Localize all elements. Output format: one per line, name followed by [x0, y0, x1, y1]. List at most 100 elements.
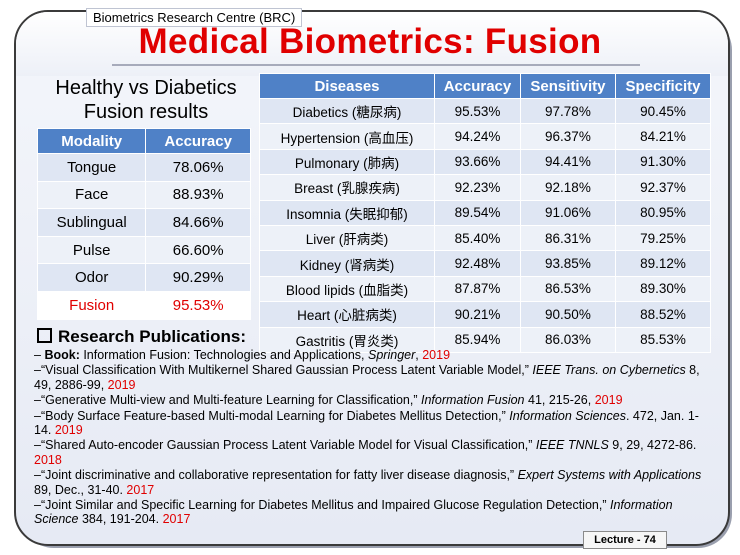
- pub-year: 2017: [162, 512, 191, 527]
- specificity-cell: 89.12%: [614, 250, 712, 277]
- subtitle: Healthy vs Diabetics Fusion results: [55, 77, 237, 123]
- disease-cell: Diabetics (糖尿病): [259, 97, 435, 125]
- table-row: Diabetics (糖尿病) 95.53% 97.78% 90.45%: [259, 97, 712, 125]
- publication-item: –“Shared Auto-encoder Gaussian Process L…: [34, 438, 704, 467]
- accuracy-cell: 85.94%: [434, 326, 521, 353]
- sensitivity-cell: 86.53%: [519, 275, 616, 303]
- pub-venue: IEEE Trans. on Cybernetics: [532, 363, 686, 378]
- accuracy-cell: 92.23%: [434, 174, 521, 201]
- sensitivity-cell: 91.06%: [519, 199, 616, 226]
- accuracy-cell: 88.93%: [145, 180, 251, 210]
- accuracy-cell: 94.24%: [434, 123, 521, 150]
- lecture-number: Lecture - 74: [583, 531, 667, 549]
- publication-item: –“Body Surface Feature-based Multi-modal…: [34, 409, 704, 438]
- pub-venue: Expert Systems with Applications: [517, 468, 702, 483]
- specificity-cell: 89.30%: [614, 275, 712, 303]
- accuracy-cell: 85.40%: [434, 224, 521, 252]
- pub-prefix: –: [34, 393, 41, 408]
- accuracy-cell: 84.66%: [145, 208, 251, 237]
- sensitivity-cell: 93.85%: [519, 250, 616, 277]
- sensitivity-cell: 90.50%: [519, 301, 616, 328]
- disease-cell: Insomnia (失眠抑郁): [259, 199, 435, 226]
- pub-label: Book:: [44, 348, 80, 362]
- accuracy-cell: 90.21%: [434, 301, 521, 328]
- sensitivity-cell: 92.18%: [519, 174, 616, 201]
- pub-text: Information Fusion: Technologies and App…: [79, 348, 369, 362]
- table-row: Kidney (肾病类) 92.48% 93.85% 89.12%: [259, 250, 712, 277]
- pub-prefix: –: [34, 363, 41, 378]
- sensitivity-cell: 86.31%: [519, 224, 616, 252]
- pub-text: “Joint Similar and Specific Learning for…: [40, 498, 610, 513]
- column-header: Sensitivity: [519, 73, 616, 99]
- pub-year: 2019: [594, 393, 623, 408]
- sensitivity-cell: 96.37%: [519, 123, 616, 150]
- sensitivity-cell: 86.03%: [519, 326, 616, 353]
- disease-cell: Breast (乳腺疾病): [259, 174, 435, 201]
- modality-cell: Tongue: [36, 153, 147, 182]
- accuracy-cell: 87.87%: [434, 275, 521, 303]
- disease-cell: Blood lipids (血脂类): [259, 275, 435, 303]
- column-header: Modality: [36, 128, 147, 154]
- pub-year: 2018: [34, 452, 62, 467]
- modality-cell: Pulse: [36, 235, 147, 265]
- accuracy-cell: 66.60%: [145, 235, 251, 265]
- pub-venue: Information Sciences: [509, 408, 626, 423]
- pub-year: 2019: [422, 348, 451, 362]
- column-header: Specificity: [614, 73, 712, 99]
- specificity-cell: 79.25%: [614, 224, 712, 252]
- pub-venue: Information Fusion: [420, 393, 525, 408]
- pub-tail: 41, 215-26,: [524, 393, 595, 408]
- accuracy-cell: 89.54%: [434, 199, 521, 226]
- column-header: Accuracy: [434, 73, 521, 99]
- pub-text: “Body Surface Feature-based Multi-modal …: [40, 408, 510, 423]
- publication-list: – Book: Information Fusion: Technologies…: [34, 348, 704, 528]
- table-row: Hypertension (高血压) 94.24% 96.37% 84.21%: [259, 123, 712, 150]
- pub-year: 2017: [126, 482, 155, 497]
- table-row: Odor 90.29%: [36, 263, 251, 292]
- disease-cell: Liver (肝病类): [259, 224, 435, 252]
- specificity-cell: 80.95%: [614, 199, 712, 226]
- modality-cell: Odor: [36, 263, 147, 292]
- pub-text: “Shared Auto-encoder Gaussian Process La…: [40, 438, 536, 453]
- disease-cell: Kidney (肾病类): [259, 250, 435, 277]
- specificity-cell: 88.52%: [614, 301, 712, 328]
- publication-item: – Book: Information Fusion: Technologies…: [34, 348, 704, 362]
- accuracy-cell: 78.06%: [145, 153, 251, 182]
- specificity-cell: 91.30%: [614, 148, 712, 176]
- table-row: Face 88.93%: [36, 180, 251, 210]
- pub-tail: 89, Dec., 31-40.: [34, 482, 127, 497]
- modality-cell: Sublingual: [36, 208, 147, 237]
- table-row: Heart (心脏病类) 90.21% 90.50% 88.52%: [259, 301, 712, 328]
- pub-prefix: –: [34, 408, 41, 423]
- table-row: Pulmonary (肺病) 93.66% 94.41% 91.30%: [259, 148, 712, 176]
- specificity-cell: 92.37%: [614, 174, 712, 201]
- sensitivity-cell: 97.78%: [519, 97, 616, 125]
- pub-year: 2019: [107, 377, 136, 392]
- column-header: Accuracy: [145, 128, 251, 154]
- pub-text: “Generative Multi-view and Multi-feature…: [40, 393, 421, 408]
- accuracy-cell: 95.53%: [434, 97, 521, 125]
- pub-prefix: –: [34, 498, 41, 513]
- pub-text: “Joint discriminative and collaborative …: [40, 468, 518, 483]
- table-row: Liver (肝病类) 85.40% 86.31% 79.25%: [259, 224, 712, 252]
- sensitivity-cell: 94.41%: [519, 148, 616, 176]
- pub-venue: Information Science: [34, 498, 673, 527]
- pub-venue: IEEE TNNLS: [535, 438, 609, 453]
- disease-table: Diseases Accuracy Sensitivity Specificit…: [259, 73, 712, 353]
- modality-cell: Fusion: [36, 290, 147, 320]
- pub-prefix: –: [34, 348, 45, 362]
- pub-tail: 384, 191-204.: [78, 512, 163, 527]
- column-header: Diseases: [259, 73, 435, 99]
- publication-item: –“Joint discriminative and collaborative…: [34, 468, 704, 497]
- accuracy-cell: 95.53%: [145, 290, 251, 320]
- pub-tail: . 472, Jan. 1-14.: [34, 408, 699, 438]
- table-row: Breast (乳腺疾病) 92.23% 92.18% 92.37%: [259, 174, 712, 201]
- checkbox-bullet-icon: [37, 328, 52, 343]
- accuracy-cell: 93.66%: [434, 148, 521, 176]
- specificity-cell: 90.45%: [614, 97, 712, 125]
- disease-cell: Pulmonary (肺病): [259, 148, 435, 176]
- table-row: Tongue 78.06%: [36, 153, 251, 182]
- disease-cell: Heart (心脏病类): [259, 301, 435, 328]
- table-row: Pulse 66.60%: [36, 235, 251, 265]
